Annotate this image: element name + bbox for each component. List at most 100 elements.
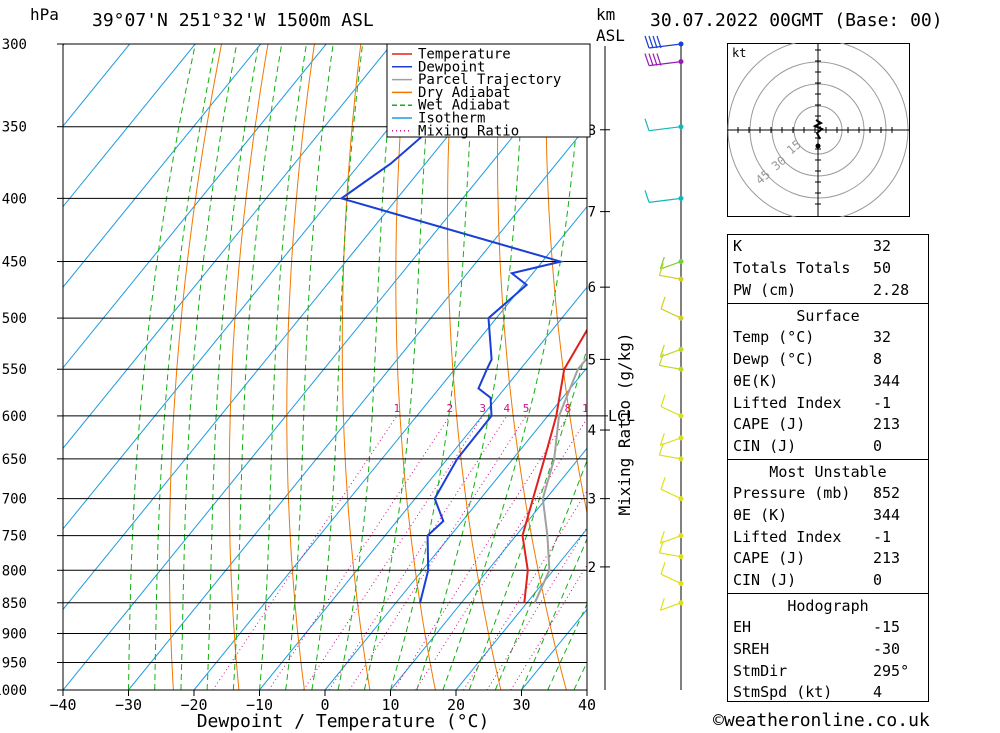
mixing-ratio-label: 4 <box>504 402 511 415</box>
hodo-row-stmspd: StmSpd (kt) 4 <box>733 683 883 701</box>
surface-row-dewp: Dewp (°C) 8 <box>733 350 883 368</box>
most-unstable-title: Most Unstable <box>769 463 887 481</box>
dry-adiabat-line <box>168 44 222 690</box>
legend-entry: Parcel Trajectory <box>418 72 561 88</box>
temp-tick-label: 30 <box>512 696 530 714</box>
mixing-ratio-label: 5 <box>523 402 530 415</box>
wind-barb <box>660 296 684 321</box>
mu-row-thetae: θE (K) 344 <box>733 506 901 524</box>
km-tick-label: 8 <box>588 123 596 139</box>
mu-row-pressure: Pressure (mb) 852 <box>733 484 901 502</box>
isotherm-line <box>390 447 587 690</box>
dry-adiabat-line <box>918 44 1000 690</box>
wet-adiabat-line <box>494 459 587 690</box>
pressure-tick-label: 850 <box>2 596 27 612</box>
mixing-ratio-line <box>486 526 587 690</box>
pressure-tick-label: 400 <box>2 191 27 207</box>
wet-adiabat-line <box>128 44 196 690</box>
parcel-trajectory-series <box>533 356 587 604</box>
legend-entry: Wet Adiabat <box>418 98 511 114</box>
dry-adiabat-line <box>496 44 567 690</box>
km-label: km <box>596 5 616 24</box>
index-row-tt: Totals Totals 50 <box>733 259 892 277</box>
wet-adiabat-line <box>206 44 260 690</box>
legend-entry: Isotherm <box>418 111 485 127</box>
dry-adiabat-line <box>964 44 1000 690</box>
km-tick-label: 4 <box>588 423 596 439</box>
location-title: 39°07'N 251°32'W 1500m ASL <box>92 10 374 31</box>
mixing-ratio-label: 1 <box>394 402 401 415</box>
temp-tick-label: 10 <box>381 696 399 714</box>
temp-tick-label: 40 <box>578 696 596 714</box>
wind-barb <box>658 353 684 372</box>
dry-adiabat-line <box>228 44 269 690</box>
hodograph-title: Hodograph <box>787 597 869 615</box>
wind-barb <box>659 598 684 611</box>
legend-entry: Dewpoint <box>418 59 485 75</box>
mixing-ratio-label: 2 <box>447 402 454 415</box>
pressure-tick-label: 650 <box>2 452 27 468</box>
index-row-k: K 32 <box>733 237 892 255</box>
copyright-link[interactable]: ©weatheronline.co.uk <box>713 710 930 731</box>
pressure-tick-label: 450 <box>2 255 27 271</box>
mixing-ratio-line <box>268 415 451 690</box>
mixing-ratio-line <box>393 415 569 690</box>
x-axis-label: Dewpoint / Temperature (°C) <box>197 711 490 732</box>
wind-barb <box>658 442 684 462</box>
wet-adiabat-line <box>442 44 584 690</box>
wind-barb <box>660 562 684 587</box>
dry-adiabat-line <box>447 44 502 690</box>
mixing-ratio-line <box>328 415 508 690</box>
mu-row-cape: CAPE (J) 213 <box>733 549 901 567</box>
isotherm-line <box>63 44 196 208</box>
wind-barb <box>659 530 684 544</box>
dewpoint-series <box>339 44 565 604</box>
pressure-tick-label: 600 <box>2 409 27 425</box>
hodo-row-stmdir: StmDir 295° <box>733 662 910 680</box>
km-tick-label: 6 <box>588 280 596 296</box>
wet-adiabat-line <box>337 44 396 690</box>
pressure-tick-label: 1000 <box>0 683 27 699</box>
pressure-tick-label: 950 <box>2 655 27 671</box>
wind-barb <box>644 53 684 67</box>
wet-adiabat-line <box>547 602 587 690</box>
wind-barb <box>660 394 684 419</box>
wet-adiabat-line <box>311 44 364 690</box>
legend-entry: Temperature <box>418 47 511 63</box>
isotherm-line <box>63 44 393 450</box>
mixing-ratio-label: 3 <box>479 402 486 415</box>
temp-tick-label: −30 <box>115 696 142 714</box>
surface-row-cape: CAPE (J) 213 <box>733 415 901 433</box>
isotherm-line <box>63 44 458 530</box>
isotherm-line <box>259 286 587 690</box>
wind-barb <box>644 118 684 132</box>
wind-barb <box>658 540 684 560</box>
pressure-tick-label: 700 <box>2 492 27 508</box>
km-tick-label: 3 <box>588 492 596 508</box>
temp-tick-label: 20 <box>447 696 465 714</box>
temp-tick-label: −40 <box>49 696 76 714</box>
wind-barb <box>659 433 684 446</box>
pressure-tick-label: 550 <box>2 362 27 378</box>
wind-barb <box>644 35 684 49</box>
km-tick-label: 2 <box>588 560 596 576</box>
dry-adiabat-line <box>341 44 371 690</box>
wet-adiabat-line <box>154 44 217 690</box>
temp-tick-label: 0 <box>320 696 329 714</box>
surface-row-cin: CIN (J) 0 <box>733 437 883 455</box>
wet-adiabat-line <box>180 44 238 690</box>
km-tick-label: 5 <box>588 352 596 368</box>
datetime-label: 30.07.2022 00GMT (Base: 00) <box>650 10 943 31</box>
temp-tick-label: −20 <box>180 696 207 714</box>
asl-label: ASL <box>596 26 625 45</box>
wind-barb <box>659 256 684 270</box>
mu-row-li: Lifted Index -1 <box>733 528 892 546</box>
pressure-tick-label: 750 <box>2 529 27 545</box>
wind-barb <box>658 263 684 282</box>
wet-adiabat-line <box>416 44 526 690</box>
isotherm-line <box>193 205 587 690</box>
surface-title: Surface <box>796 307 860 325</box>
mu-row-cin: CIN (J) 0 <box>733 571 883 589</box>
isotherm-line <box>63 44 327 369</box>
